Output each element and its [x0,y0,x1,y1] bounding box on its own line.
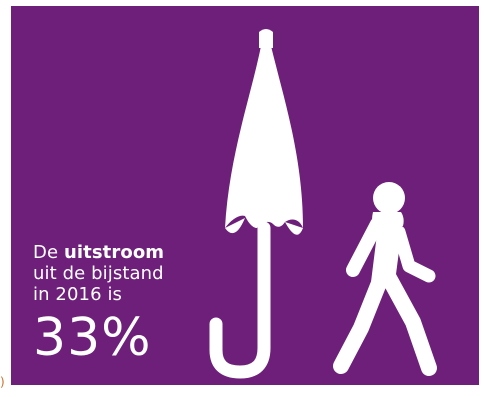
statistic-line-1-prefix: De [33,242,64,263]
statistic-text: De uitstroom uit de bijstand in 2016 is … [33,242,164,366]
statistic-line-1: De uitstroom [33,242,164,263]
infographic-illustration [209,29,437,379]
statistic-line-2: uit de bijstand [33,263,164,284]
infographic-panel: De uitstroom uit de bijstand in 2016 is … [11,6,479,385]
statistic-percentage: 33% [33,308,152,368]
walking-person-icon [333,182,437,376]
statistic-line-3: in 2016 is [33,284,123,305]
closed-umbrella-icon [225,29,303,235]
statistic-emphasis: uitstroom [63,242,165,263]
umbrella-handle [209,221,271,379]
edge-mark: ) [0,375,5,389]
